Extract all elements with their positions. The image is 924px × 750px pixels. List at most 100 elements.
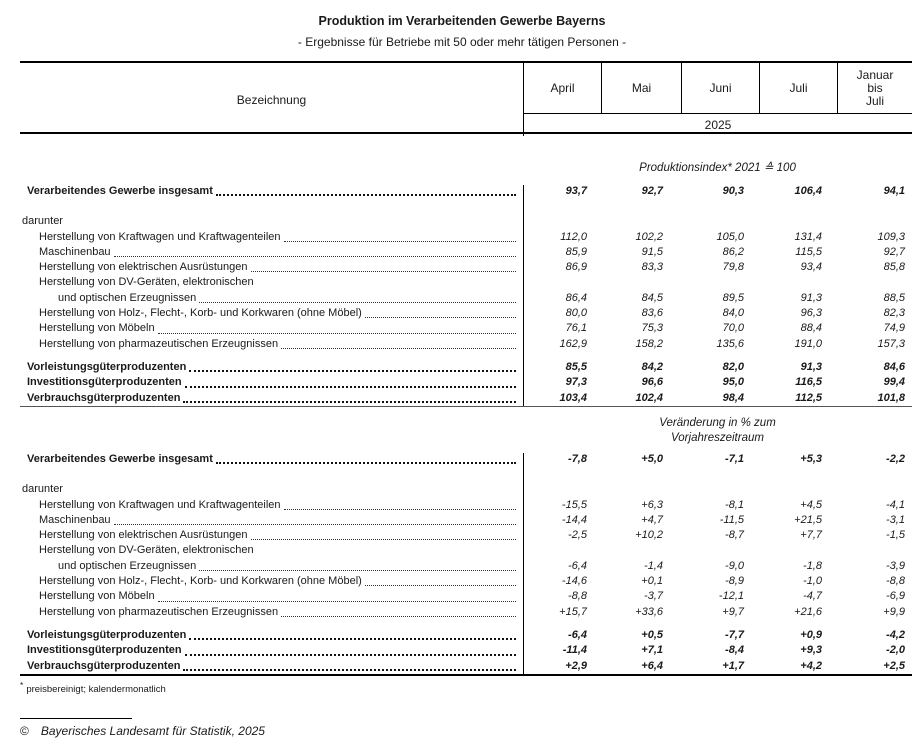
row-label: Herstellung von DV-Geräten, elektronisch…: [20, 543, 523, 558]
column-header-juli: Juli: [759, 63, 837, 113]
cell-value: 103,4: [559, 391, 587, 404]
row-label-text: Verbrauchsgüterproduzenten: [27, 391, 181, 404]
cell-value: 85,5: [565, 360, 587, 373]
dotted-leader: [281, 347, 516, 349]
cell-value: -6,9: [886, 590, 905, 603]
cell-value: +5,0: [641, 453, 663, 465]
dotted-leader: [250, 539, 516, 541]
cell-value: +9,9: [883, 605, 905, 618]
dotted-leader: [113, 524, 516, 526]
cell-value: 88,4: [800, 322, 822, 335]
signature-divider: [20, 718, 132, 719]
cell-value: +9,3: [800, 644, 822, 657]
dotted-leader: [215, 462, 516, 465]
cell-value: 162,9: [559, 337, 587, 350]
page-title: Produktion im Verarbeitenden Gewerbe Bay…: [318, 14, 606, 28]
row-label: Herstellung von elektrischen Ausrüstunge…: [20, 260, 523, 275]
table-row: Maschinenbau 85,9 91,5 86,2 115,5 92,7: [20, 245, 912, 260]
cell-value: +6,3: [641, 498, 663, 511]
cell-value: 99,4: [883, 376, 905, 389]
table-row: Verbrauchsgüterproduzenten +2,9 +6,4 +1,7 +4…: [20, 659, 912, 674]
cell-value: +0,5: [641, 628, 663, 641]
row-label-text: Verarbeitendes Gewerbe insgesamt: [27, 185, 213, 197]
cell-value: [601, 543, 681, 558]
cell-value: 96,3: [800, 307, 822, 320]
table-row: Herstellung von DV-Geräten, elektronisch…: [20, 275, 912, 290]
table-row: darunter: [20, 482, 912, 497]
cell-value: 86,4: [565, 291, 587, 304]
cell-value: 85,8: [883, 261, 905, 274]
cell-value: 95,0: [722, 376, 744, 389]
row-label: Herstellung von Möbeln: [20, 321, 523, 336]
cell-value: 131,4: [794, 230, 822, 243]
row-label-text: Herstellung von Möbeln: [39, 590, 155, 603]
cell-value: +7,7: [800, 529, 822, 542]
row-spacer: [20, 199, 912, 214]
row-label: Herstellung von elektrischen Ausrüstunge…: [20, 528, 523, 543]
cell-value: 112,5: [795, 391, 822, 404]
row-label: darunter: [20, 214, 523, 229]
cell-value: 102,4: [635, 391, 663, 404]
cell-value: [601, 275, 681, 290]
cell-value: 102,2: [635, 230, 663, 243]
cell-value: 91,3: [800, 360, 822, 373]
cell-value: -8,8: [568, 590, 587, 603]
cell-value: +4,2: [800, 659, 822, 672]
column-header-januar-bis-juli: Januar bis Juli: [837, 63, 912, 113]
cell-value: -1,8: [803, 559, 822, 572]
cell-value: 74,9: [883, 322, 905, 335]
row-label-text: Herstellung von Kraftwagen und Kraftwage…: [39, 230, 281, 243]
cell-value: [681, 275, 759, 290]
cell-value: 86,9: [565, 261, 587, 274]
cell-value: [601, 214, 681, 229]
cell-value: 84,5: [641, 291, 663, 304]
cell-value: [681, 214, 759, 229]
cell-value: [837, 482, 912, 497]
page-subtitle: - Ergebnisse für Betriebe mit 50 oder me…: [297, 35, 627, 49]
cell-value: 157,3: [877, 337, 905, 350]
row-label-text: Investitionsgüterproduzenten: [27, 376, 182, 389]
row-label-text: Investitionsgüterproduzenten: [27, 644, 182, 657]
cell-value: +21,6: [794, 605, 822, 618]
cell-value: 85,9: [565, 245, 587, 258]
table-row: Herstellung von DV-Geräten, elektronisch…: [20, 543, 912, 558]
table-row: Herstellung von Kraftwagen und Kraftwage…: [20, 498, 912, 513]
cell-value: 86,2: [722, 245, 744, 258]
table-row: Verarbeitendes Gewerbe insgesamt -7,8 +5,0…: [20, 452, 912, 467]
cell-value: 92,7: [883, 245, 905, 258]
table-row: Herstellung von Möbeln -8,8 -3,7 -12,1 -4,7 -…: [20, 589, 912, 604]
dotted-leader: [184, 385, 516, 388]
dotted-leader: [364, 585, 516, 587]
row-label: Investitionsgüterproduzenten: [20, 643, 523, 658]
row-spacer: [20, 620, 912, 628]
row-label-text: Herstellung von DV-Geräten, elektronisch…: [39, 544, 254, 557]
row-label-text: darunter: [22, 483, 63, 496]
cell-value: +6,4: [641, 659, 663, 672]
cell-value: -12,1: [718, 590, 744, 603]
row-label: und optischen Erzeugnissen: [20, 291, 523, 306]
dotted-leader: [157, 332, 516, 334]
row-label-text: Herstellung von Kraftwagen und Kraftwage…: [39, 498, 281, 511]
cell-value: -3,9: [886, 559, 905, 572]
table-row: darunter: [20, 214, 912, 229]
cell-value: +2,5: [883, 659, 905, 672]
cell-value: 84,0: [722, 307, 744, 320]
cell-value: 96,6: [641, 376, 663, 389]
cell-value: +33,6: [635, 605, 663, 618]
table-row: und optischen Erzeugnissen 86,4 84,5 89,5 91…: [20, 291, 912, 306]
row-label-text: Maschinenbau: [39, 513, 111, 526]
cell-value: +4,7: [641, 513, 663, 526]
cell-value: [681, 482, 759, 497]
cell-value: +1,7: [722, 659, 744, 672]
cell-value: 116,5: [795, 376, 822, 389]
cell-value: -2,2: [886, 453, 905, 465]
row-label-text: Herstellung von Holz-, Flecht-, Korb- un…: [39, 307, 362, 320]
section-header-veraenderung: Veränderung in % zum Vorjahreszeitraum: [659, 417, 776, 444]
row-label-text: Vorleistungsgüterproduzenten: [27, 628, 187, 641]
cell-value: +7,1: [641, 644, 663, 657]
cell-value: -14,4: [561, 513, 587, 526]
table-row: Herstellung von elektrischen Ausrüstunge…: [20, 528, 912, 543]
footnote-marker: *: [20, 680, 24, 690]
row-label: Vorleistungsgüterproduzenten: [20, 628, 523, 643]
cell-value: +15,7: [559, 605, 587, 618]
